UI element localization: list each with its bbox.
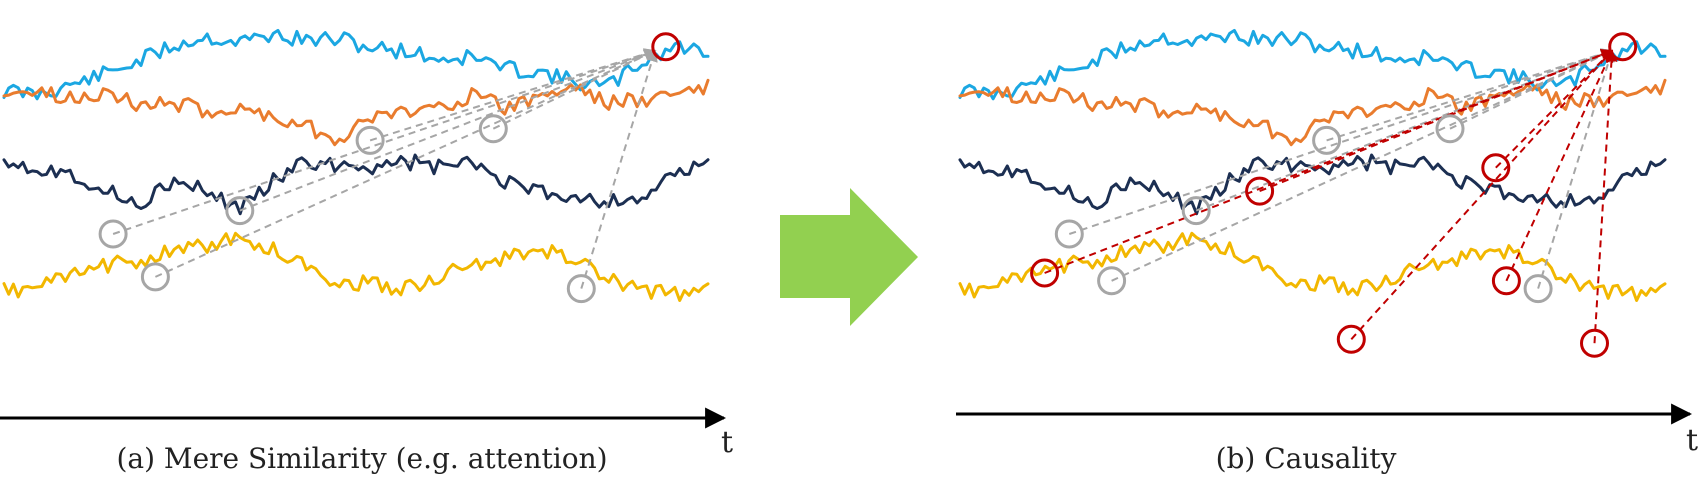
similarity-marker: [566, 274, 596, 304]
similarity-marker: [1312, 125, 1342, 155]
cyan-series: [2, 28, 710, 101]
panel-a-mere-similarity: t (a) Mere Similarity (e.g. attention): [0, 28, 733, 475]
similarity-marker: [225, 196, 255, 226]
orange-series: [958, 78, 1667, 147]
orange-series: [2, 78, 710, 147]
panel-b-caption: (b) Causality: [1216, 442, 1397, 475]
causal-link: [1505, 49, 1614, 282]
causal-link: [1593, 49, 1618, 344]
causal-marker: [1491, 266, 1521, 296]
similarity-marker: [355, 125, 385, 155]
panel-b-causality: t (b) Causality: [956, 28, 1698, 475]
similarity-link: [580, 49, 658, 289]
similarity-link: [1195, 48, 1614, 212]
panel-b-markers: [1030, 32, 1638, 358]
similarity-marker: [140, 262, 170, 292]
similarity-link: [154, 49, 657, 278]
panel-a-caption: (a) Mere Similarity (e.g. attention): [116, 442, 607, 475]
panel-a-axis-label: t: [721, 425, 733, 460]
panel-b-axis-label: t: [1686, 423, 1698, 458]
similarity-marker: [1097, 266, 1127, 296]
similarity-link: [239, 48, 657, 212]
causal-link: [1350, 49, 1613, 340]
panel-a-markers: [98, 32, 681, 304]
similarity-link: [492, 49, 657, 130]
cyan-series: [958, 28, 1667, 101]
yellow-series: [958, 231, 1667, 302]
yellow-series: [2, 231, 710, 302]
causal-link: [1495, 49, 1613, 169]
similarity-marker: [1435, 114, 1465, 144]
navy-series: [958, 153, 1667, 216]
similarity-marker: [1181, 196, 1211, 226]
panel-a-links: [112, 48, 658, 289]
similarity-link: [1111, 49, 1614, 282]
navy-series: [2, 153, 710, 216]
causal-marker: [1481, 153, 1511, 183]
causal-marker: [1030, 258, 1060, 288]
similarity-marker: [1054, 219, 1084, 249]
similarity-link: [369, 48, 657, 142]
similarity-link: [1537, 49, 1615, 289]
transition-arrow-icon: [780, 188, 918, 326]
causal-marker: [1245, 176, 1275, 206]
causal-marker: [651, 32, 681, 62]
similarity-link: [1449, 49, 1614, 130]
causal-marker: [1608, 32, 1638, 62]
causal-marker: [1336, 324, 1366, 354]
similarity-link: [1326, 48, 1614, 142]
similarity-marker: [98, 219, 128, 249]
similarity-marker: [478, 114, 508, 144]
panel-b-links: [1044, 48, 1618, 344]
causal-link: [1259, 49, 1614, 193]
causal-marker: [1580, 328, 1609, 358]
similarity-marker: [1523, 274, 1553, 304]
